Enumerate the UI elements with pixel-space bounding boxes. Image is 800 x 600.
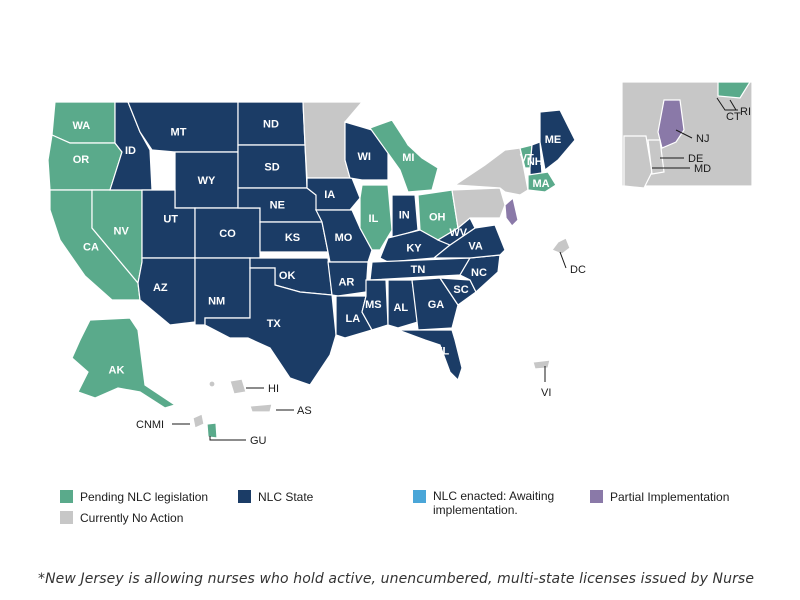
state-wv[interactable] — [436, 217, 476, 246]
state-label-sd: SD — [264, 162, 279, 174]
footnote: *New Jersey is allowing nurses who hold … — [38, 571, 755, 587]
state-label-ok: OK — [279, 270, 296, 282]
callout-hi: HI — [268, 383, 279, 395]
state-label-nh: NH — [527, 156, 543, 168]
callout-md: MD — [694, 163, 711, 175]
state-label-al: AL — [393, 302, 408, 314]
callout-nj: NJ — [696, 133, 709, 145]
state-label-ne: NE — [270, 199, 285, 211]
state-nj[interactable] — [504, 196, 519, 227]
callout-as: AS — [297, 405, 312, 417]
callout-lines — [172, 97, 738, 441]
legend-label-nlc: NLC State — [258, 490, 314, 504]
state-hi[interactable] — [229, 378, 247, 395]
callout-ri: RI — [740, 106, 751, 118]
state-al[interactable] — [387, 279, 419, 329]
state-gu[interactable] — [206, 422, 218, 439]
legend-swatch-nlc — [238, 490, 251, 503]
state-il[interactable] — [359, 184, 393, 251]
state-vi[interactable] — [532, 359, 551, 370]
legend-swatch-pending — [60, 490, 73, 503]
state-fl[interactable] — [397, 329, 463, 382]
state-ms[interactable] — [361, 279, 389, 331]
state-as[interactable] — [249, 403, 273, 413]
callout-labels: HI AS CNMI GU VI DC RI CT NJ DE MD — [136, 106, 751, 447]
state-label-ut: UT — [163, 214, 178, 226]
legend-label-no-action: Currently No Action — [80, 511, 184, 525]
state-mi[interactable] — [369, 119, 439, 193]
state-label-me: ME — [545, 134, 562, 146]
state-label-ms: MS — [365, 299, 382, 311]
state-label-ia: IA — [324, 189, 335, 201]
callout-ct: CT — [726, 111, 741, 123]
inset-md[interactable] — [623, 135, 653, 189]
state-label-ma: MA — [532, 178, 549, 190]
state-label-nm: NM — [208, 295, 225, 307]
callout-dc: DC — [570, 264, 586, 276]
state-label-tx: TX — [267, 318, 282, 330]
inset-pending-vt[interactable] — [717, 81, 752, 99]
state-label-ak: AK — [109, 365, 125, 377]
state-ak[interactable] — [71, 317, 177, 409]
state-label-mt: MT — [171, 127, 187, 139]
state-va[interactable] — [432, 224, 506, 259]
state-label-nv: NV — [114, 226, 130, 238]
state-label-wi: WI — [358, 151, 371, 163]
state-label-id: ID — [125, 145, 136, 157]
state-dc[interactable] — [551, 237, 571, 255]
legend-swatch-partial — [590, 490, 603, 503]
state-label-nd: ND — [263, 119, 279, 131]
callout-de: DE — [688, 153, 703, 165]
state-label-ks: KS — [285, 232, 300, 244]
legend-swatch-awaiting — [413, 490, 426, 503]
state-label-mi: MI — [402, 152, 414, 164]
state-label-oh: OH — [429, 212, 446, 224]
state-label-wa: WA — [73, 120, 91, 132]
state-label-or: OR — [73, 154, 90, 166]
state-label-ar: AR — [338, 276, 354, 288]
callout-gu: GU — [250, 435, 267, 447]
callout-cnmi: CNMI — [136, 419, 164, 431]
state-ar[interactable] — [327, 261, 369, 297]
state-label-nc: NC — [471, 267, 487, 279]
state-label-tn: TN — [411, 264, 426, 276]
state-label-in: IN — [399, 210, 410, 222]
state-label-co: CO — [219, 228, 236, 240]
state-label-la: LA — [345, 313, 360, 325]
state-label-wy: WY — [198, 175, 216, 187]
inset-de[interactable] — [647, 139, 665, 175]
legend-label-partial: Partial Implementation — [610, 490, 730, 504]
inset-nj[interactable] — [657, 99, 685, 149]
state-tx[interactable] — [204, 267, 337, 386]
state-label-vt: VT — [520, 152, 534, 164]
state-label-wv: WV — [449, 227, 467, 239]
state-label-il: IL — [369, 213, 379, 225]
state-ma[interactable] — [527, 171, 557, 193]
state-label-fl: FL — [436, 346, 450, 358]
state-label-mo: MO — [335, 232, 353, 244]
legend-label-pending: Pending NLC legislation — [80, 490, 209, 504]
state-label-va: VA — [468, 241, 483, 253]
state-label-ga: GA — [428, 299, 445, 311]
legend-label-awaiting: NLC enacted: Awaiting implementation. — [433, 489, 555, 517]
state-labels: WA OR CA NV ID MT WY UT CO AZ NM ND SD NE KS OK TX IA MO AR… — [73, 119, 562, 377]
state-label-sc: SC — [453, 284, 468, 296]
state-label-ca: CA — [83, 241, 99, 253]
state-me[interactable] — [539, 109, 576, 172]
state-hi-island[interactable] — [208, 380, 216, 388]
state-label-az: AZ — [153, 282, 168, 294]
state-label-ky: KY — [406, 242, 422, 254]
state-cnmi[interactable] — [192, 413, 205, 429]
callout-vi: VI — [541, 387, 551, 399]
state-shapes — [47, 81, 753, 439]
legend-swatch-no-action — [60, 511, 73, 524]
state-ga[interactable] — [411, 277, 459, 331]
